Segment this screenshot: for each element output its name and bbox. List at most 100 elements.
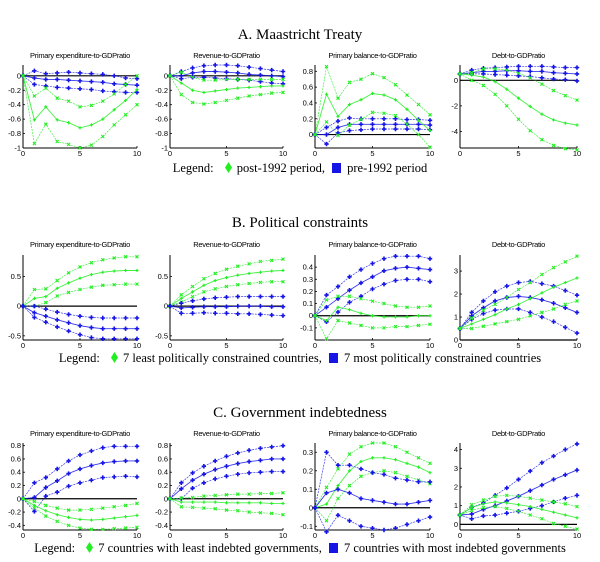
data-point bbox=[393, 278, 398, 283]
data-point bbox=[201, 480, 207, 486]
data-point bbox=[280, 469, 286, 474]
legend-blue-label: 7 most politically constrained countries bbox=[343, 351, 542, 365]
data-point bbox=[575, 123, 579, 127]
data-point bbox=[358, 127, 364, 133]
data-point bbox=[224, 275, 229, 280]
data-point bbox=[324, 518, 329, 523]
data-point bbox=[269, 77, 274, 82]
data-point bbox=[416, 122, 421, 127]
data-point bbox=[516, 317, 521, 322]
data-point bbox=[528, 488, 533, 493]
data-point bbox=[313, 132, 317, 137]
data-point bbox=[66, 312, 71, 317]
data-point bbox=[313, 313, 317, 318]
series-line bbox=[22, 75, 138, 129]
series-green-5 bbox=[458, 504, 579, 531]
x-tick-label: 0 bbox=[21, 341, 25, 350]
data-point bbox=[213, 89, 217, 93]
y-tick-label: -4 bbox=[451, 127, 458, 136]
data-point bbox=[416, 126, 421, 132]
data-point bbox=[201, 310, 207, 315]
data-point bbox=[32, 495, 37, 500]
data-point bbox=[575, 527, 579, 531]
green-diamond-icon bbox=[86, 542, 94, 553]
data-point bbox=[55, 139, 60, 144]
data-point bbox=[179, 500, 183, 504]
data-point bbox=[124, 98, 128, 102]
panel-title: Debt-to-GDPratio bbox=[492, 429, 545, 438]
y-tick-label: -0.4 bbox=[155, 521, 168, 530]
y-tick-label: -0.4 bbox=[8, 100, 21, 109]
data-point bbox=[493, 494, 497, 499]
data-point bbox=[393, 113, 398, 118]
data-point bbox=[258, 280, 263, 285]
series-blue-5 bbox=[167, 303, 286, 318]
data-point bbox=[269, 73, 274, 79]
data-point bbox=[134, 474, 140, 480]
blue-square-icon bbox=[332, 163, 342, 173]
data-point bbox=[66, 320, 71, 325]
series-line bbox=[314, 306, 430, 322]
data-point bbox=[427, 122, 433, 128]
data-point bbox=[201, 69, 207, 74]
data-point bbox=[112, 73, 117, 79]
data-point bbox=[416, 277, 421, 282]
data-point bbox=[324, 490, 329, 496]
series-green-2 bbox=[21, 282, 139, 309]
y-tick-label: 0.4 bbox=[303, 98, 313, 107]
data-point bbox=[347, 128, 352, 133]
data-point bbox=[124, 515, 128, 519]
data-point bbox=[458, 326, 462, 331]
y-tick-label: -0.4 bbox=[8, 521, 21, 530]
data-point bbox=[393, 324, 398, 329]
x-tick-label: 0 bbox=[313, 341, 317, 350]
data-point bbox=[112, 91, 117, 96]
data-point bbox=[370, 299, 375, 304]
data-point bbox=[393, 122, 398, 127]
data-point bbox=[540, 272, 544, 277]
data-point bbox=[492, 289, 498, 294]
data-point bbox=[135, 501, 139, 506]
data-point bbox=[493, 313, 497, 317]
data-point bbox=[563, 305, 568, 311]
series-green-4 bbox=[168, 74, 285, 95]
data-point bbox=[347, 463, 352, 468]
data-point bbox=[280, 456, 286, 462]
series-green-0 bbox=[21, 254, 139, 309]
data-point bbox=[428, 145, 432, 150]
data-point bbox=[77, 323, 83, 328]
data-point bbox=[43, 475, 48, 480]
data-point bbox=[89, 260, 94, 265]
data-point bbox=[280, 69, 286, 74]
data-point bbox=[416, 518, 421, 523]
data-point bbox=[504, 73, 509, 78]
data-point bbox=[516, 477, 521, 482]
data-point bbox=[416, 500, 421, 505]
data-point bbox=[416, 254, 421, 259]
data-point bbox=[359, 77, 363, 82]
data-point bbox=[539, 503, 545, 508]
data-point bbox=[258, 312, 263, 317]
y-tick-label: 0.5 bbox=[158, 272, 168, 281]
data-point bbox=[32, 94, 37, 98]
y-tick-label: 0.8 bbox=[158, 441, 168, 450]
series-line bbox=[459, 443, 578, 516]
data-point bbox=[202, 283, 206, 287]
data-point bbox=[190, 305, 195, 310]
data-point bbox=[574, 293, 580, 298]
data-point bbox=[563, 71, 568, 76]
data-point bbox=[563, 501, 568, 506]
data-point bbox=[324, 305, 329, 310]
data-point bbox=[66, 328, 71, 334]
data-point bbox=[563, 472, 568, 478]
data-point bbox=[551, 88, 556, 93]
data-point bbox=[347, 123, 352, 127]
data-point bbox=[551, 76, 556, 82]
series-line bbox=[314, 470, 431, 522]
data-point bbox=[179, 296, 183, 300]
data-point bbox=[269, 491, 274, 496]
data-point bbox=[236, 501, 240, 505]
data-point bbox=[428, 322, 432, 327]
data-point bbox=[224, 98, 229, 103]
